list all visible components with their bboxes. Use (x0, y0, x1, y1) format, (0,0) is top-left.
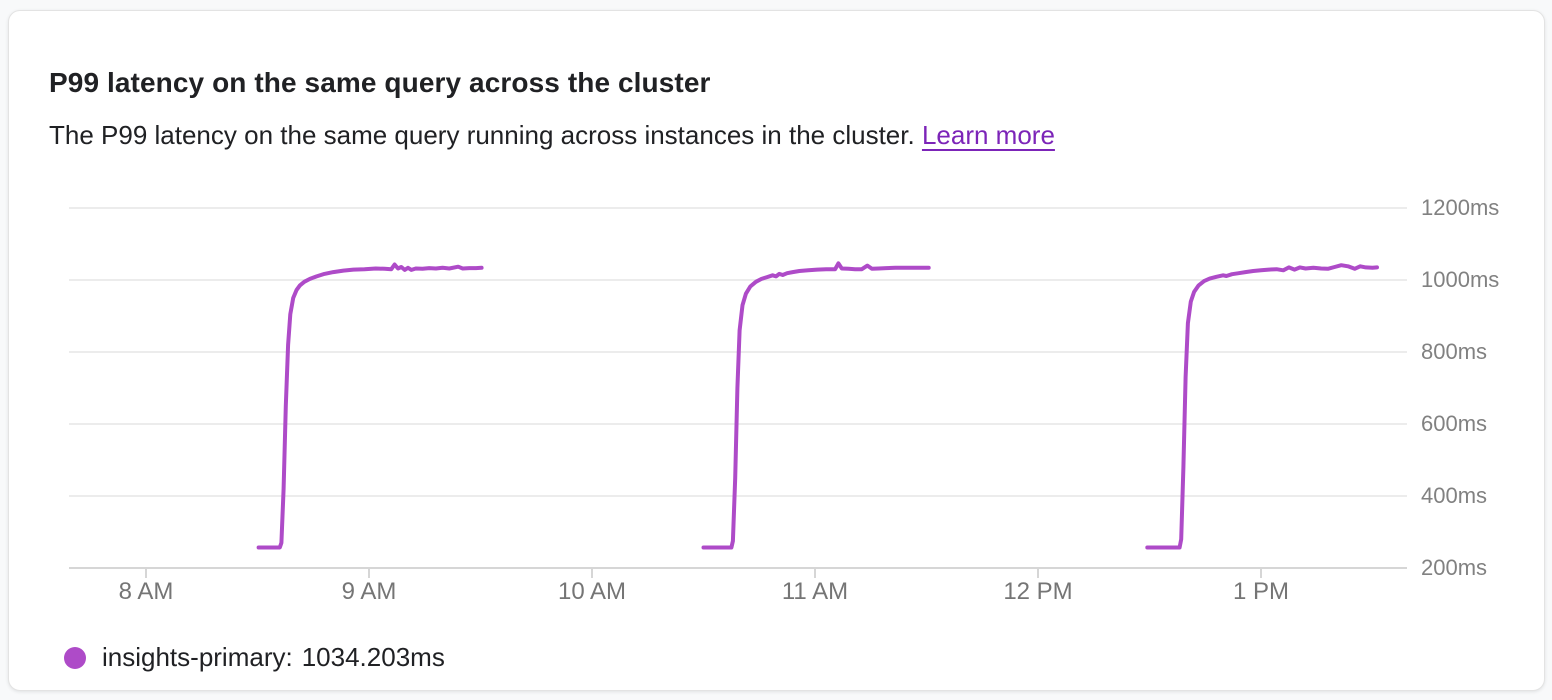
y-axis-tick-label: 600ms (1421, 411, 1488, 436)
x-axis-tick-label: 9 AM (341, 578, 397, 605)
x-axis-tick-label: 10 AM (557, 578, 627, 605)
y-axis-tick-label: 200ms (1421, 555, 1488, 580)
x-axis-tick-label: 12 PM (1003, 578, 1073, 605)
y-axis-tick-label: 400ms (1421, 483, 1488, 508)
latency-chart-card: P99 latency on the same query across the… (8, 10, 1545, 691)
legend-series-label: insights-primary: (102, 642, 293, 672)
latency-chart-plot-area[interactable] (69, 201, 1409, 591)
latency-chart: 1200ms 1000ms 800ms 600ms 400ms 200ms 8 AM 9 A… (69, 195, 1549, 621)
legend-series-value: 1034.203ms (301, 642, 445, 672)
y-axis-tick-label: 1200ms (1421, 195, 1500, 220)
x-axis-tick-label: 1 PM (1232, 578, 1289, 605)
chart-title: P99 latency on the same query across the… (49, 67, 711, 98)
learn-more-link[interactable]: Learn more (921, 120, 1055, 150)
x-axis-tick-label: 8 AM (118, 578, 174, 605)
y-axis-tick-label: 800ms (1421, 339, 1488, 364)
series-color-dot-icon (64, 646, 86, 669)
chart-subtitle-text: The P99 latency on the same query runnin… (49, 120, 915, 150)
legend-item-insights-primary[interactable]: insights-primary: 1034.203ms (64, 642, 445, 673)
x-axis-tick-label: 11 AM (781, 578, 849, 605)
chart-subtitle: The P99 latency on the same query runnin… (49, 120, 1055, 151)
y-axis-tick-label: 1000ms (1421, 267, 1500, 292)
